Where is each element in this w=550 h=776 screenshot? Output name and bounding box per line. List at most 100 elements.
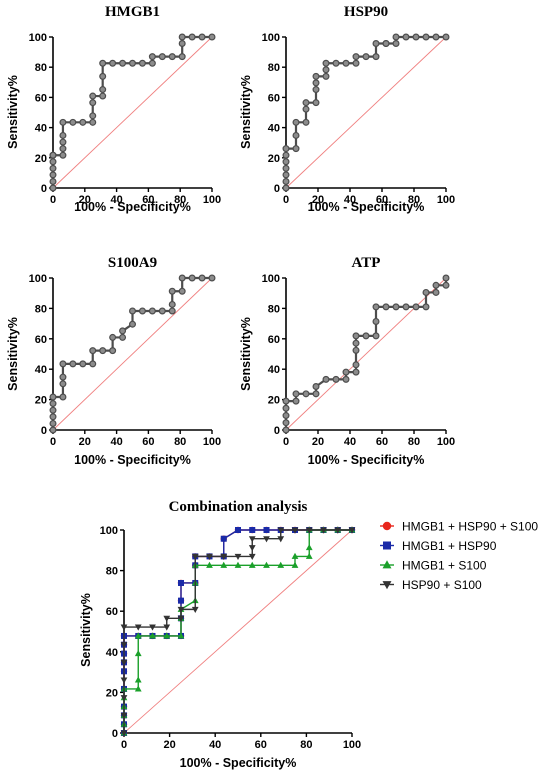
hsp90-series-0-point	[302, 118, 310, 126]
s100a9-y-tick-label: 60	[35, 334, 47, 346]
hsp90-series-0-point	[322, 72, 330, 80]
hmgb1-x-tick-label: 80	[174, 194, 186, 206]
hsp90-series-0-point	[312, 86, 320, 94]
panel-s100a9-plot: 0 20 40 60 80 100 0 20 40 60 80 100	[29, 273, 222, 448]
hmgb1-y-tick-label: 20	[35, 153, 47, 165]
hmgb1-series-0-point	[49, 178, 57, 186]
s100a9-series-0-point	[79, 360, 87, 368]
combination-series-1-point	[249, 527, 256, 534]
hmgb1-series-0-point	[178, 39, 186, 47]
s100a9-series-0-point	[49, 406, 57, 414]
hsp90-x-tick-label: 80	[408, 194, 420, 206]
combination-series-2-point	[305, 544, 313, 551]
s100a9-series-0-point	[129, 320, 137, 328]
s100a9-series-0-point	[89, 360, 97, 368]
hsp90-series-0-point	[292, 118, 300, 126]
legend-item-2-label: HMGB1 + S100	[402, 559, 487, 573]
atp-series-0-point	[402, 303, 410, 311]
hmgb1-y-tick-label: 80	[35, 62, 47, 74]
atp-series-0-point	[362, 332, 370, 340]
hmgb1-series-0-point	[99, 92, 107, 100]
hsp90-y-tick-label: 100	[262, 32, 280, 44]
hmgb1-series-0-point	[49, 151, 57, 159]
combination-x-tick-label: 40	[209, 739, 221, 751]
hsp90-series-0-point	[322, 66, 330, 74]
combination-y-tick-label: 0	[112, 728, 118, 740]
hmgb1-series-0-point	[89, 112, 97, 120]
panel-atp: ATP 100% - Specificity% Sensitivity% 0 20…	[239, 255, 455, 467]
hsp90-y-tick-label: 20	[268, 153, 280, 165]
hmgb1-series-0-point	[79, 118, 87, 126]
combination-series-2-point	[134, 632, 142, 639]
panel-atp-title: ATP	[352, 255, 381, 271]
hmgb1-series-0-point	[59, 118, 67, 126]
hsp90-reference-line	[285, 36, 447, 189]
s100a9-x-tick-label: 0	[50, 436, 56, 448]
atp-y-tick-label: 60	[268, 334, 280, 346]
combination-series-2-point	[220, 561, 228, 568]
hmgb1-series-0-point	[59, 145, 67, 153]
atp-series-0-point	[312, 383, 320, 391]
combination-series-2-point	[134, 685, 142, 692]
s100a9-series-0-point	[59, 360, 67, 368]
hsp90-series-0-point	[382, 39, 390, 47]
hsp90-series-0-point	[322, 59, 330, 67]
hmgb1-series-0-point	[49, 171, 57, 179]
combination-series-3-point	[191, 606, 199, 613]
atp-x-tick-label: 0	[283, 436, 289, 448]
hsp90-y-tick-label: 80	[268, 62, 280, 74]
atp-series-0-point	[322, 375, 330, 383]
atp-series-0-point	[342, 375, 350, 383]
hsp90-series-0-point	[372, 53, 380, 61]
combination-y-tick-label: 40	[106, 647, 118, 659]
hsp90-series-0-point	[282, 178, 290, 186]
combination-series-3-point	[163, 624, 171, 631]
s100a9-series-0-point	[49, 413, 57, 421]
hsp90-series-0-point	[292, 131, 300, 139]
combination-series-2-point	[291, 552, 299, 559]
s100a9-series-0-point	[129, 307, 137, 315]
combination-series-1-point	[234, 527, 241, 534]
s100a9-series-0-point	[69, 360, 77, 368]
hsp90-series-0-point	[282, 184, 290, 192]
combination-series-3-point	[305, 527, 313, 534]
s100a9-series-0-point	[49, 393, 57, 401]
legend: HMGB1 + HSP90 + S100 HMGB1 + HSP90 HMGB1 +…	[380, 520, 538, 592]
combination-series-3-point	[191, 553, 199, 561]
atp-y-tick-label: 100	[262, 273, 280, 285]
combination-x-tick-label: 100	[343, 739, 361, 751]
hsp90-x-tick-label: 60	[376, 194, 388, 206]
s100a9-series-0-point	[99, 347, 107, 355]
panel-combination-xlabel: 100% - Specificity%	[180, 756, 297, 770]
hsp90-series-0-point	[302, 105, 310, 113]
hsp90-series-0-point	[352, 59, 360, 67]
s100a9-series-0-point	[109, 347, 117, 355]
hmgb1-x-tick-label: 100	[203, 194, 221, 206]
hsp90-x-tick-label: 100	[437, 194, 455, 206]
hsp90-series-0-point	[282, 151, 290, 159]
hsp90-series-0-point	[332, 59, 340, 67]
atp-series-0-point	[282, 412, 290, 420]
combination-y-tick-label: 60	[106, 606, 118, 618]
hsp90-series-0-point	[282, 145, 290, 153]
panel-hsp90-plot: 0 20 40 60 80 100 0 20 40 60 80 100	[262, 32, 456, 206]
atp-reference-line	[285, 277, 447, 431]
combination-series-3-point	[248, 536, 256, 543]
hmgb1-series-0-point	[158, 53, 166, 61]
atp-x-tick-label: 20	[312, 436, 324, 448]
hmgb1-series-0-point	[109, 59, 117, 67]
combination-series-1-point	[220, 535, 227, 542]
hmgb1-x-tick-label: 20	[79, 194, 91, 206]
s100a9-series-0-point	[188, 274, 196, 282]
combination-series-3-point	[120, 730, 128, 737]
panel-s100a9-title: S100A9	[108, 255, 157, 271]
panel-hmgb1-plot: 0 20 40 60 80 100 0 20 40 60 80 100	[29, 32, 222, 206]
panel-atp-xlabel: 100% - Specificity%	[308, 453, 425, 467]
hsp90-series-0-point	[312, 72, 320, 80]
combination-series-3-point	[320, 527, 327, 534]
combination-series-2-point	[206, 561, 213, 568]
hsp90-series-0-point	[282, 158, 290, 166]
combination-series-3-point	[234, 553, 242, 561]
hmgb1-series-0-point	[89, 99, 97, 107]
combination-series-1-point	[177, 597, 184, 604]
